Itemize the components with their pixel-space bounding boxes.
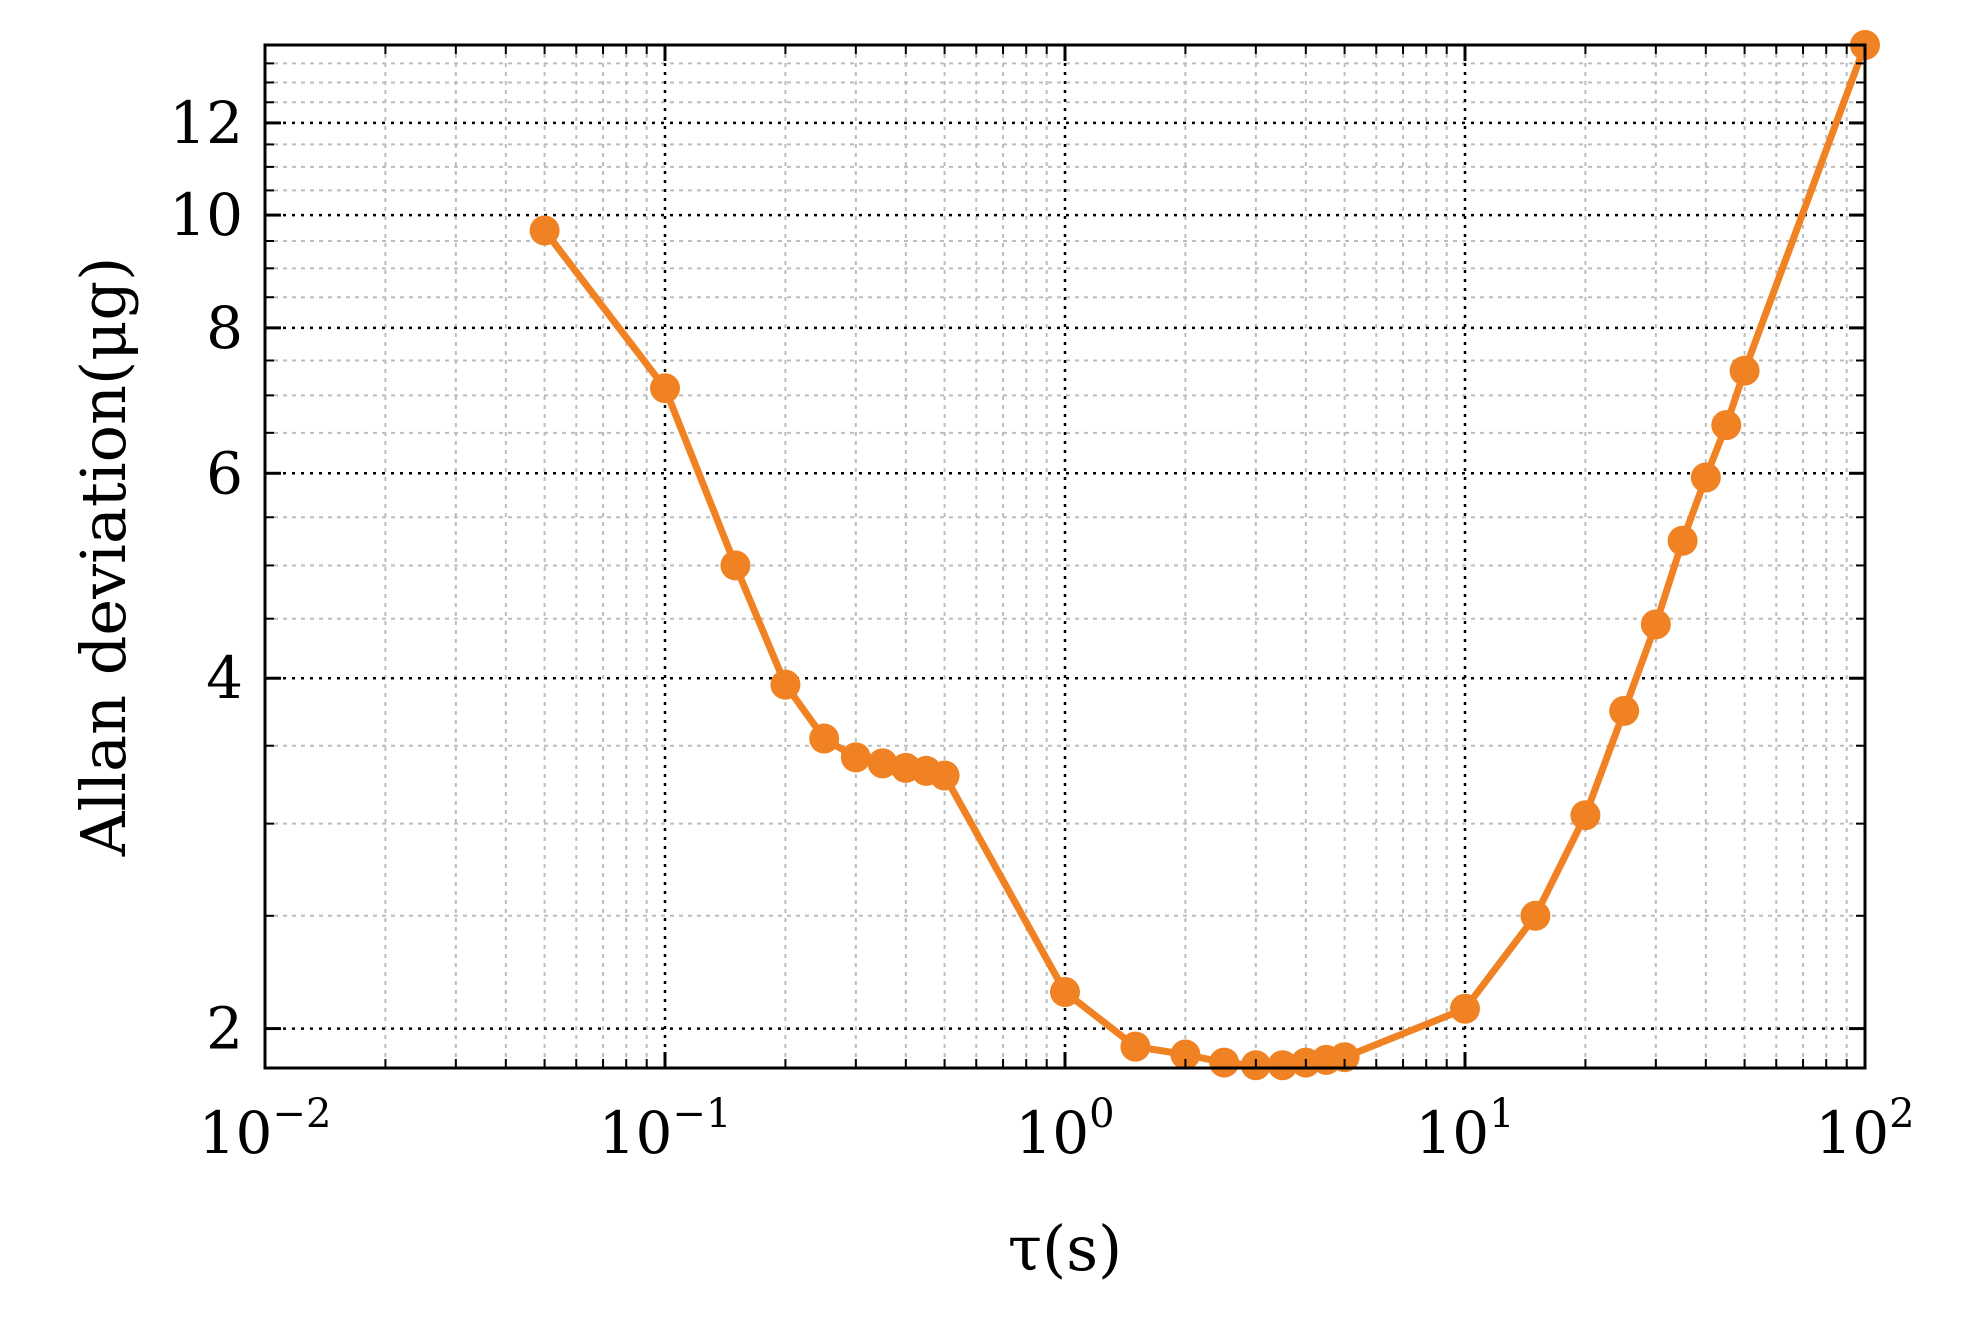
x-tick-exponent: −1	[672, 1091, 731, 1137]
x-tick-base: 10	[199, 1099, 273, 1167]
data-point	[1209, 1048, 1239, 1078]
data-point	[1609, 696, 1639, 726]
data-point	[1668, 526, 1698, 556]
x-tick-label: 102	[1815, 1091, 1914, 1167]
series-layer	[530, 30, 1880, 1080]
data-point	[1730, 356, 1760, 386]
x-tick-base: 10	[1815, 1099, 1889, 1167]
x-tick-labels: 10−2 10−1 100 101 102	[199, 1091, 1915, 1167]
data-point	[1050, 977, 1080, 1007]
data-point	[1450, 994, 1480, 1024]
x-tick-label: 100	[1015, 1091, 1114, 1167]
x-tick-base: 10	[1415, 1099, 1489, 1167]
x-axis-label: τ(s)	[1008, 1212, 1123, 1285]
y-tick-labels: 2 4 6 8 10 12	[169, 89, 243, 1063]
y-tick-label: 12	[169, 89, 243, 157]
x-tick-label: 10−1	[599, 1091, 732, 1167]
data-point	[809, 724, 839, 754]
data-point	[770, 670, 800, 700]
data-point	[841, 742, 871, 772]
data-point	[1691, 463, 1721, 493]
x-tick-base: 10	[1015, 1099, 1089, 1167]
data-point	[720, 550, 750, 580]
data-point	[1520, 901, 1550, 931]
y-tick-label: 6	[206, 439, 243, 507]
x-tick-exponent: −2	[272, 1091, 331, 1137]
x-tick-label: 101	[1415, 1091, 1514, 1167]
y-tick-label: 2	[206, 995, 243, 1063]
y-tick-label: 8	[206, 294, 243, 362]
data-point	[1641, 609, 1671, 639]
data-point	[650, 373, 680, 403]
data-point	[930, 760, 960, 790]
y-axis-label: Allan deviation(μg)	[67, 257, 140, 858]
x-tick-base: 10	[599, 1099, 673, 1167]
data-point	[1570, 800, 1600, 830]
y-tick-label: 4	[206, 644, 243, 712]
x-tick-exponent: 1	[1489, 1091, 1514, 1137]
x-tick-label: 10−2	[199, 1091, 332, 1167]
data-point	[1120, 1032, 1150, 1062]
data-point	[1711, 410, 1741, 440]
data-point	[530, 215, 560, 245]
x-tick-exponent: 2	[1889, 1091, 1914, 1137]
y-tick-label: 10	[169, 181, 243, 249]
x-tick-exponent: 0	[1089, 1091, 1114, 1137]
